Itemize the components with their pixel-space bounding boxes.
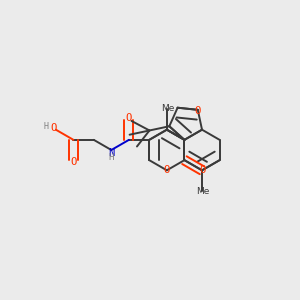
Text: N: N xyxy=(108,148,115,158)
Text: Me: Me xyxy=(161,104,175,113)
Text: H: H xyxy=(108,153,113,162)
Text: O: O xyxy=(199,165,205,175)
Text: Me: Me xyxy=(196,188,210,196)
Text: H: H xyxy=(44,122,49,131)
Text: O: O xyxy=(195,106,201,116)
Text: O: O xyxy=(164,165,170,175)
Text: O: O xyxy=(50,123,56,133)
Text: O: O xyxy=(70,157,76,167)
Text: O: O xyxy=(126,112,132,123)
